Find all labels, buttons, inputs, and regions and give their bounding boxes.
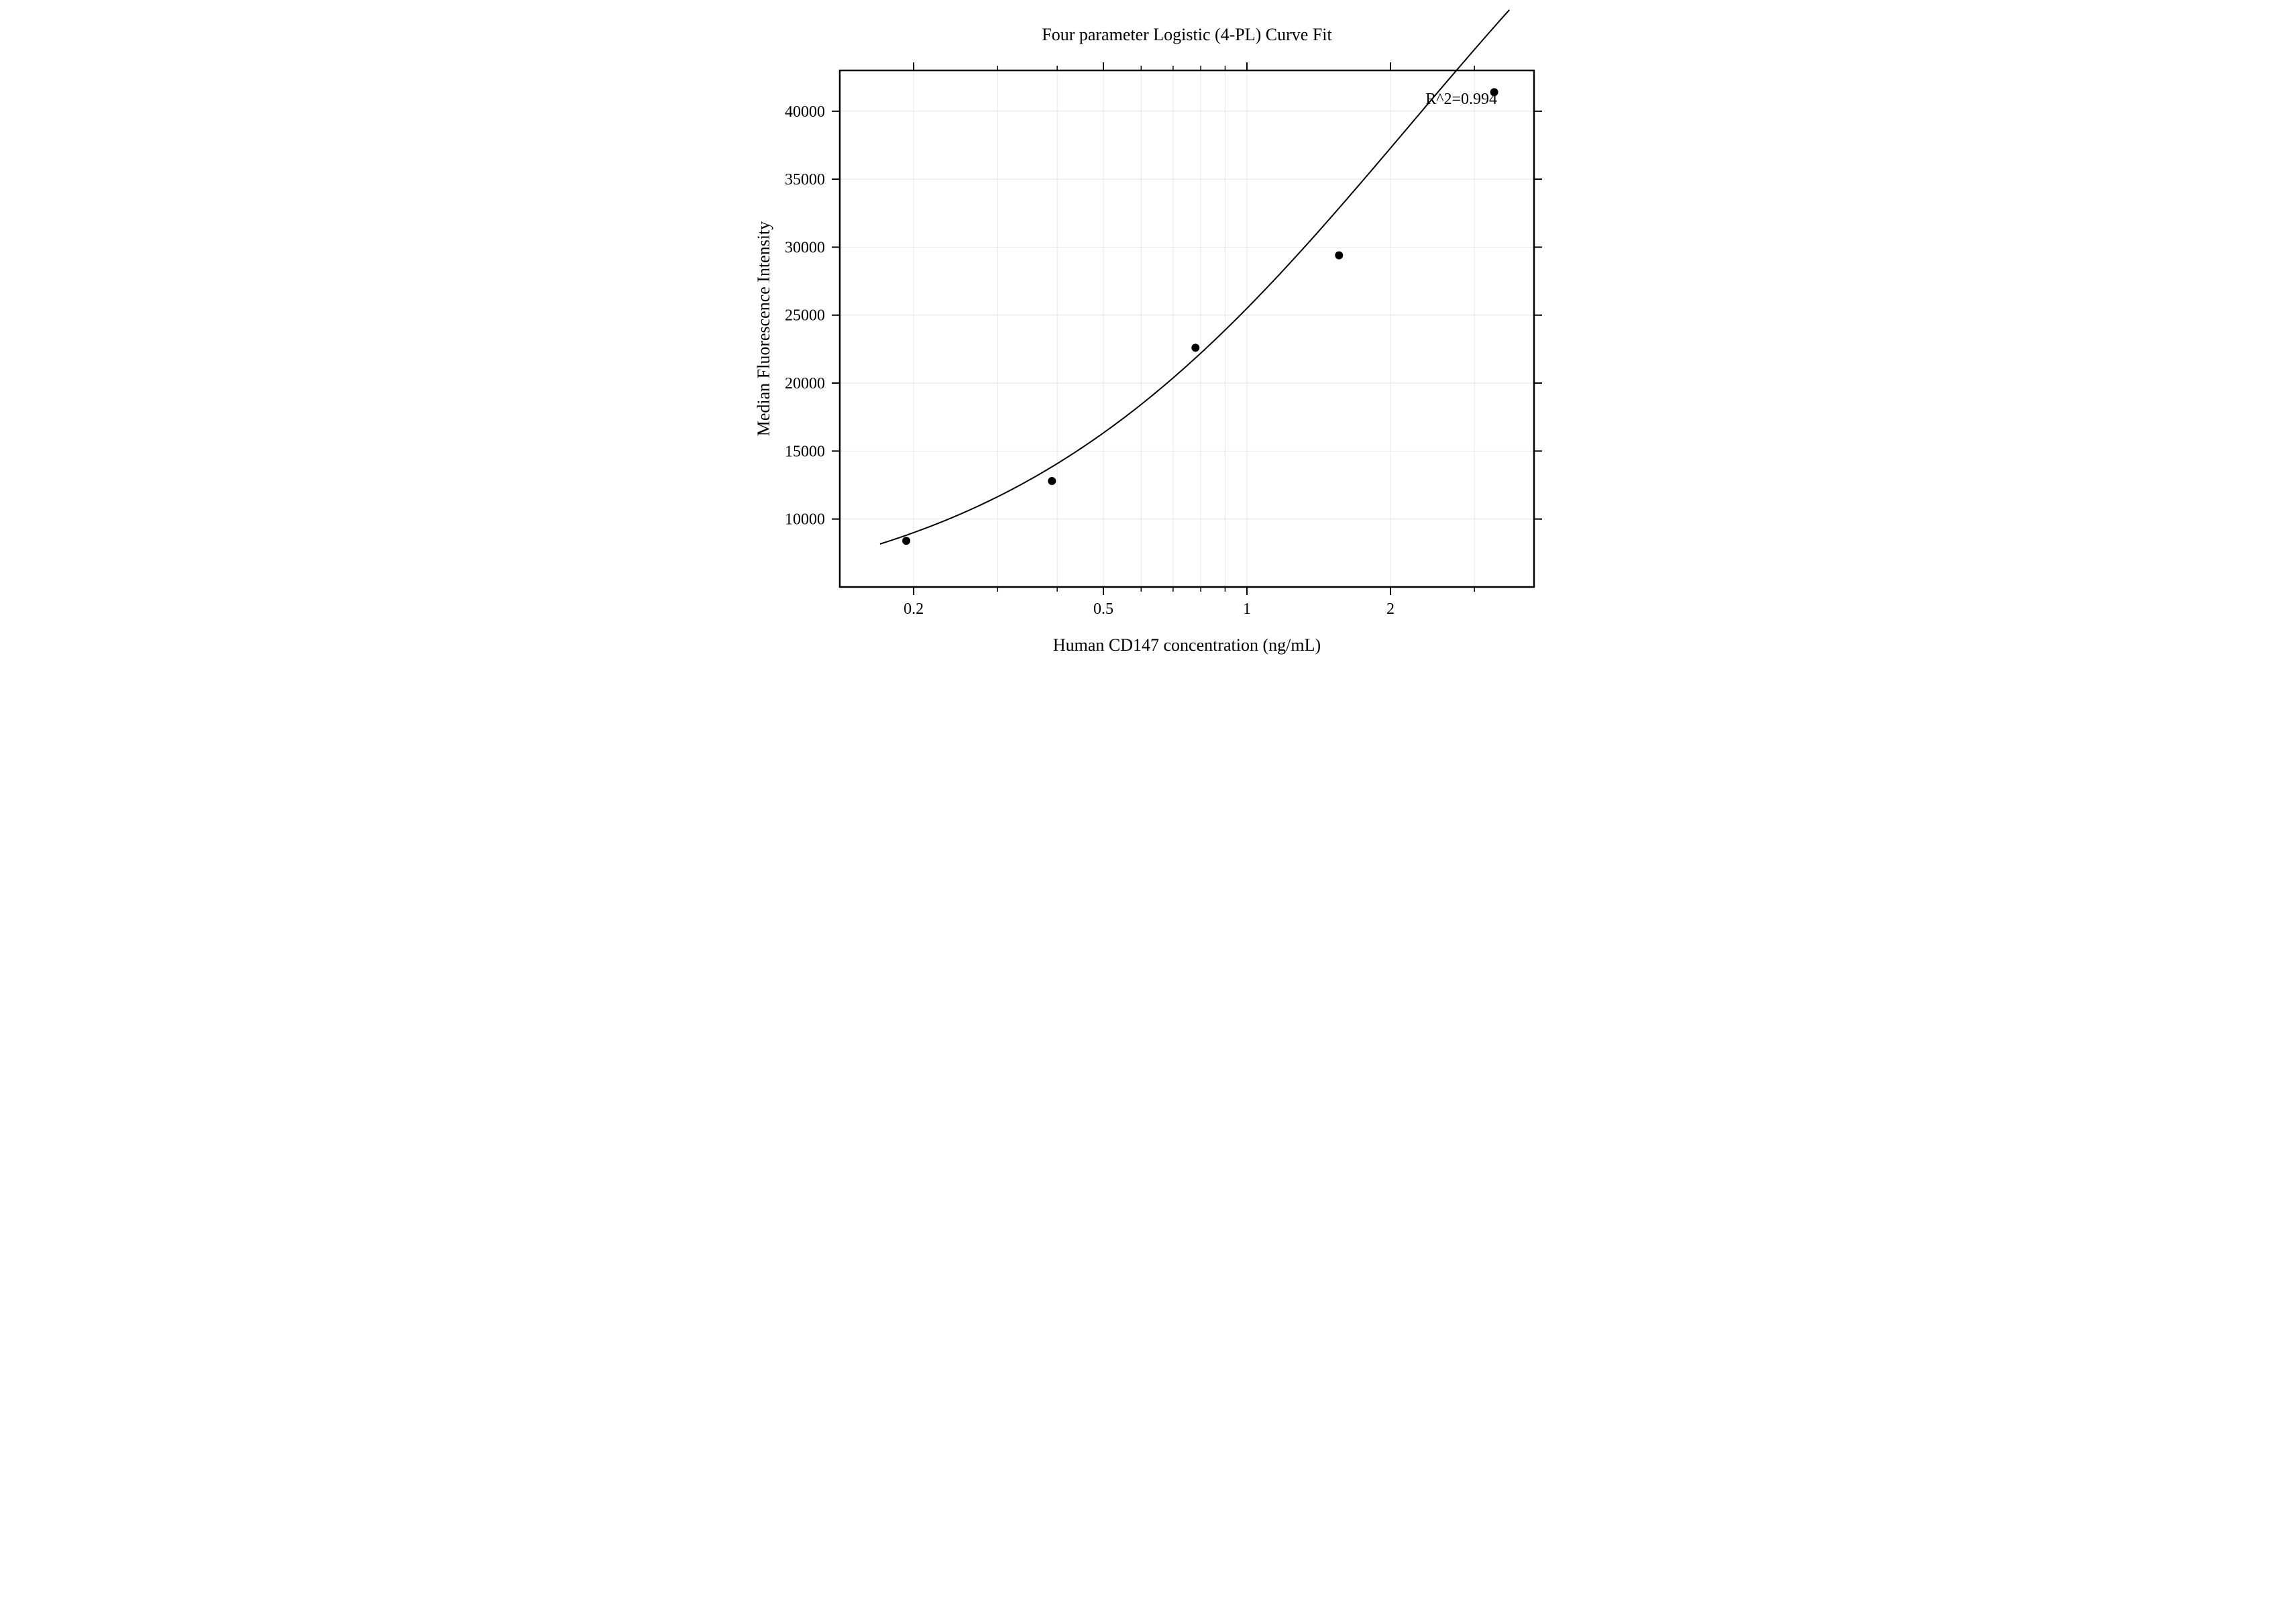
data-point [1191,343,1199,352]
chart-container: Four parameter Logistic (4-PL) Curve Fit… [639,0,1658,712]
y-tick-label: 25000 [785,307,825,325]
x-axis-label: Human CD147 concentration (ng/mL) [1052,635,1320,655]
y-tick-label: 40000 [785,103,825,121]
fit-curve [879,10,1509,544]
grid [840,70,1534,587]
data-point [1335,252,1343,260]
y-tick-label: 20000 [785,375,825,392]
x-tick-label: 0.2 [904,600,924,618]
y-tick-label: 10000 [785,511,825,529]
r-squared-annotation: R^2=0.994 [1425,91,1497,108]
y-axis-label: Median Fluorescence Intensity [754,221,773,437]
chart-title: Four parameter Logistic (4-PL) Curve Fit [1042,25,1332,44]
y-tick-label: 35000 [785,171,825,189]
plot-border [840,70,1534,587]
x-tick-label: 1 [1243,600,1251,618]
data-point [1048,477,1056,485]
chart-svg: Four parameter Logistic (4-PL) Curve Fit… [639,0,1658,712]
y-tick-label: 30000 [785,239,825,256]
x-tick-label: 0.5 [1093,600,1113,618]
x-tick-label: 2 [1386,600,1395,618]
data-point [902,537,910,545]
y-tick-label: 15000 [785,443,825,460]
